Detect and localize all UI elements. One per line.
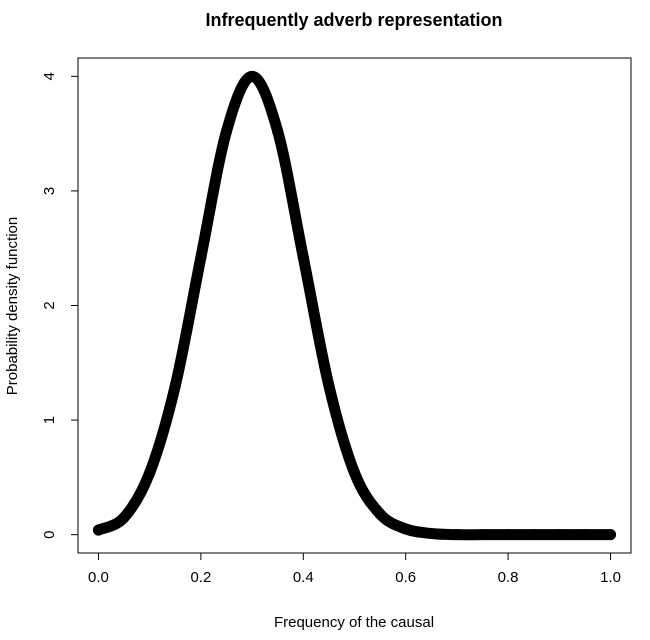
- data-point: [323, 380, 335, 392]
- data-point: [92, 524, 104, 536]
- y-tick-label: 2: [41, 301, 58, 309]
- data-point: [553, 529, 565, 541]
- data-point: [195, 251, 207, 263]
- y-axis-label: Probability density function: [4, 217, 21, 395]
- chart-title: Infrequently adverb representation: [205, 10, 502, 30]
- x-tick-label: 0.0: [88, 569, 109, 586]
- y-tick-label: 4: [41, 72, 58, 80]
- data-point: [400, 523, 412, 535]
- x-tick-label: 1.0: [600, 569, 621, 586]
- x-tick-label: 0.2: [190, 569, 211, 586]
- y-tick-label: 0: [41, 530, 58, 538]
- data-point: [579, 529, 591, 541]
- data-point: [220, 125, 232, 137]
- data-point: [349, 467, 360, 479]
- data-point: [451, 529, 463, 541]
- data-point: [425, 528, 437, 540]
- data-point: [528, 529, 540, 541]
- x-tick-label: 0.4: [293, 569, 314, 586]
- data-point: [374, 508, 386, 520]
- x-axis: 0.0 0.2 0.4 0.6 0.8 1.0: [88, 552, 621, 586]
- density-curve: [92, 70, 617, 541]
- data-point: [605, 529, 617, 541]
- x-tick-label: 0.6: [395, 569, 416, 586]
- series-layer: [92, 70, 617, 541]
- data-point: [118, 511, 130, 523]
- data-point: [477, 529, 489, 541]
- x-axis-label: Frequency of the causal: [274, 614, 434, 631]
- data-point: [297, 251, 309, 263]
- y-tick-label: 3: [41, 187, 58, 195]
- y-axis: 0 1 2 3 4: [41, 72, 79, 539]
- data-point: [144, 467, 156, 479]
- data-point: [272, 125, 284, 137]
- y-tick-label: 1: [41, 416, 58, 424]
- x-tick-label: 0.8: [498, 569, 519, 586]
- data-point: [502, 529, 514, 541]
- data-point: [169, 380, 181, 392]
- data-point: [246, 70, 258, 82]
